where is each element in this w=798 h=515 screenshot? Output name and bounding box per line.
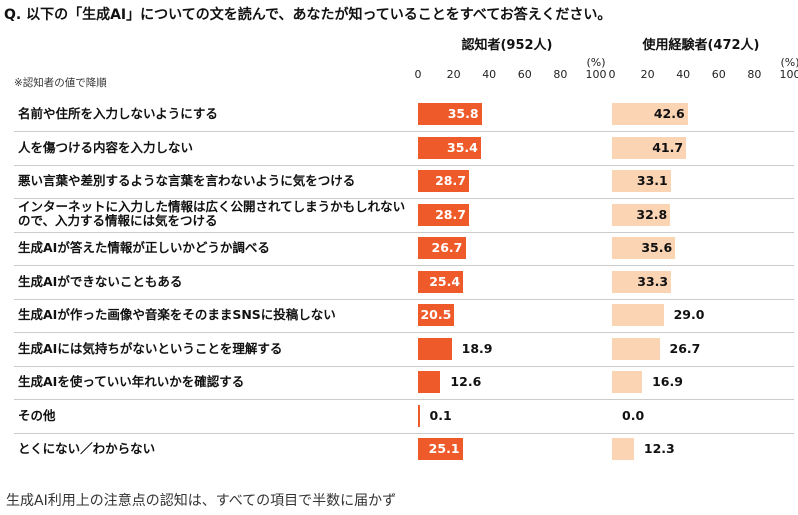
value-label-user: 26.7 xyxy=(669,340,701,356)
value-label-user: 33.3 xyxy=(637,273,669,289)
axis-tick-label-user: 80 xyxy=(747,68,762,81)
panel-title-user: 使用経験者(472人) xyxy=(642,38,760,53)
bar-user xyxy=(612,270,672,293)
category-label: 生成AIを使っていい年れいかを確認する xyxy=(18,374,245,389)
axis-tick-label-user: 60 xyxy=(711,68,726,81)
row-divider xyxy=(14,298,794,300)
bar-aware xyxy=(418,203,470,226)
bar-aware xyxy=(418,237,466,259)
axis-tick-label-user: 20 xyxy=(640,68,655,81)
value-label-aware: 18.9 xyxy=(461,340,493,356)
axis-tick-label-aware: 40 xyxy=(482,68,497,81)
row-divider xyxy=(14,164,794,166)
value-label-aware: 0.1 xyxy=(429,407,452,423)
axis-tick-label-user: 40 xyxy=(676,68,691,81)
bar-user xyxy=(612,136,687,159)
caption: 生成AI利用上の注意点の認知は、すべての項目で半数に届かず xyxy=(6,493,397,509)
bar-aware xyxy=(418,270,464,293)
value-label-aware: 28.7 xyxy=(435,173,466,188)
bar-user xyxy=(612,337,660,360)
value-label-user: 42.6 xyxy=(653,106,685,121)
bar-aware xyxy=(418,404,420,427)
category-label: 人を傷つける内容を入力しない xyxy=(18,139,194,155)
value-label-aware: 26.7 xyxy=(431,240,463,255)
value-label-user: 29.0 xyxy=(673,307,705,322)
row-divider xyxy=(14,131,794,132)
category-label: 生成AIには気持ちがないということを理解する xyxy=(18,340,283,356)
bar-aware xyxy=(418,136,481,159)
bar-aware xyxy=(418,170,470,192)
value-label-aware: 35.8 xyxy=(447,106,479,121)
category-label: 生成AIができないこともある xyxy=(18,273,183,289)
category-label: 生成AIが作った画像や音楽をそのままSNSに投稿しない xyxy=(18,307,336,322)
value-label-aware: 28.7 xyxy=(435,206,466,222)
value-label-user: 41.7 xyxy=(652,139,684,155)
axis-unit-label-aware: (%) xyxy=(586,56,606,69)
bar-user xyxy=(612,438,634,460)
axis-unit-label-user: (%) xyxy=(780,56,798,69)
value-label-aware: 25.1 xyxy=(428,441,460,456)
bar-aware xyxy=(418,304,455,326)
value-label-aware: 20.5 xyxy=(420,307,452,322)
value-label-aware: 12.6 xyxy=(450,374,482,389)
axis-tick-label-user: 100 xyxy=(779,68,798,81)
category-label: 悪い言葉や差別するような言葉を言わないように気をつける xyxy=(18,173,356,188)
axis-tick-label-aware: 80 xyxy=(553,68,568,81)
bar-aware xyxy=(418,337,452,360)
bar-user xyxy=(612,170,671,192)
value-label-user: 16.9 xyxy=(652,374,683,389)
value-label-aware: 25.4 xyxy=(429,273,461,289)
bar-user xyxy=(612,304,664,326)
panel-title-aware: 認知者(952人) xyxy=(461,38,553,53)
row-divider xyxy=(14,399,794,400)
row-divider xyxy=(14,198,794,199)
axis-tick-label-aware: 100 xyxy=(585,68,607,81)
bar-aware xyxy=(418,103,482,125)
category-label: その他 xyxy=(18,407,56,423)
value-label-user: 33.1 xyxy=(636,173,668,188)
sort-note: ※認知者の値で降順 xyxy=(14,77,107,89)
category-label: とくにない／わからない xyxy=(18,441,156,456)
value-label-user: 12.3 xyxy=(643,441,675,456)
bar-user xyxy=(612,371,643,393)
value-label-user: 0.0 xyxy=(622,407,645,423)
axis-tick-label-aware: 20 xyxy=(446,68,461,81)
row-divider xyxy=(14,265,794,266)
row-divider xyxy=(14,332,794,333)
bar-user xyxy=(612,103,688,125)
category-label: 名前や住所を入力しないようにする xyxy=(18,106,218,121)
category-label: 生成AIが答えた情報が正しいかどうか調べる xyxy=(18,240,270,255)
row-divider xyxy=(14,432,794,434)
question-title: Q. 以下の「生成AI」についての文を読んで、あなたが知っていることをすべてお答… xyxy=(4,7,612,23)
value-label-aware: 35.4 xyxy=(447,139,478,155)
bar-user xyxy=(612,237,676,259)
axis-tick-label-user: 0 xyxy=(608,68,616,81)
row-divider xyxy=(14,231,794,233)
bar-aware xyxy=(418,438,463,460)
value-label-user: 35.6 xyxy=(641,240,673,255)
category-label: インターネットに入力した情報は広く公開されてしまうかもしれないので、入力する情報… xyxy=(18,198,406,228)
value-label-user: 32.8 xyxy=(636,206,668,222)
bar-aware xyxy=(418,371,441,393)
bar-user xyxy=(612,203,671,226)
axis-tick-label-aware: 0 xyxy=(414,68,422,81)
axis-tick-label-aware: 60 xyxy=(517,68,532,81)
row-divider xyxy=(14,365,794,367)
